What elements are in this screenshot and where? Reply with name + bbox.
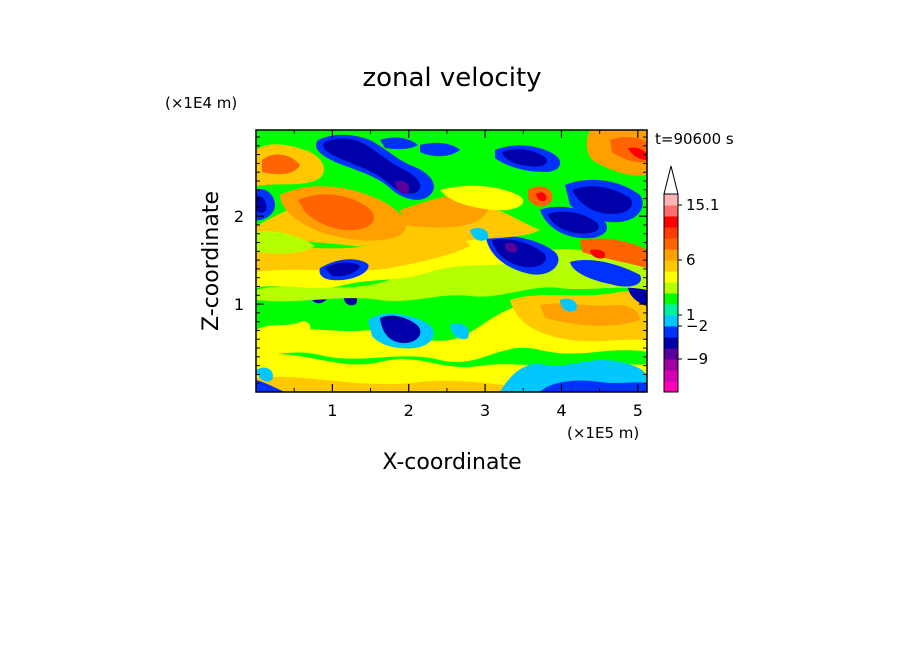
colorbar-swatch — [664, 249, 678, 261]
colorbar-label: 15.1 — [686, 196, 719, 214]
y-tick-label: 1 — [234, 295, 244, 314]
colorbar-label: −2 — [686, 317, 708, 335]
colorbar-swatch — [664, 282, 678, 294]
x-tick-label: 3 — [480, 401, 490, 420]
colorbar-swatch — [664, 359, 678, 371]
x-axis-ticks: 1 2 3 4 5 — [293, 130, 643, 420]
x-tick-label: 5 — [633, 401, 643, 420]
colorbar-swatch — [664, 348, 678, 360]
colorbar-swatch — [664, 260, 678, 272]
plot-frame — [255, 129, 648, 393]
x-unit-label: (×1E5 m) — [567, 424, 639, 442]
colorbar-label: 6 — [686, 251, 696, 269]
x-tick-label: 2 — [404, 401, 414, 420]
colorbar-swatch — [664, 381, 678, 393]
colorbar-extend-arrow — [663, 165, 679, 195]
colorbar-swatch — [664, 315, 678, 327]
colorbar-swatch — [664, 271, 678, 283]
colorbar-swatch — [664, 370, 678, 382]
heatmap-field — [256, 130, 647, 392]
colorbar-label: 1 — [686, 306, 696, 324]
time-label: t=90600 s — [655, 130, 734, 148]
colorbar-frame — [663, 193, 679, 393]
colorbar-swatch — [664, 238, 678, 250]
colorbar: 15.1 6 1−2 −9 — [663, 165, 719, 393]
x-tick-label: 4 — [556, 401, 566, 420]
x-axis-label: X-coordinate — [382, 450, 521, 475]
y-axis-ticks: 12 — [234, 136, 647, 384]
chart-title: zonal velocity — [362, 63, 541, 93]
colorbar-swatch — [664, 194, 678, 206]
colorbar-label: −9 — [686, 350, 708, 368]
colorbar-swatch — [664, 304, 678, 316]
y-unit-label: (×1E4 m) — [165, 94, 237, 112]
colorbar-swatch — [664, 216, 678, 228]
y-axis-label: Z-coordinate — [199, 191, 224, 331]
colorbar-swatch — [664, 337, 678, 349]
x-tick-label: 1 — [327, 401, 337, 420]
y-tick-label: 2 — [234, 207, 244, 226]
colorbar-swatch — [664, 227, 678, 239]
colorbar-swatch — [664, 205, 678, 217]
colorbar-swatch — [664, 326, 678, 338]
colorbar-swatch — [664, 293, 678, 305]
